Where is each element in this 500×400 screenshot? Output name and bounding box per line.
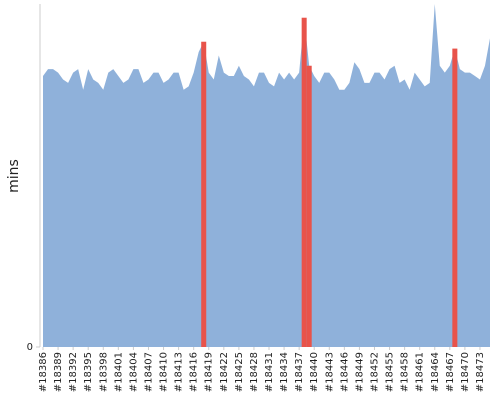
x-tick-label: #18398 <box>98 352 109 392</box>
x-tick-label: #18443 <box>324 352 335 392</box>
x-tick-label: #18452 <box>369 352 380 392</box>
x-tick-label: #18401 <box>113 352 124 392</box>
x-tick-label: #18404 <box>128 352 139 392</box>
x-tick-label: #18434 <box>279 352 290 392</box>
highlight-bar <box>306 65 312 348</box>
x-tick-label: #18428 <box>249 352 260 392</box>
x-tick-label: #18446 <box>339 352 350 392</box>
x-tick-label: #18419 <box>204 352 215 392</box>
x-tick-label: #18407 <box>143 352 154 392</box>
y-axis-label: mins <box>6 159 22 193</box>
x-tick-label: #18473 <box>475 352 486 392</box>
highlight-bar <box>452 48 458 348</box>
x-tick-label: #18470 <box>460 352 471 392</box>
x-tick-label: #18467 <box>445 352 456 392</box>
x-tick-label: #18461 <box>415 352 426 392</box>
x-tick-label: #18455 <box>385 352 396 392</box>
x-tick-label: #18449 <box>354 352 365 392</box>
x-tick-label: #18392 <box>68 352 79 392</box>
x-tick-label: #18425 <box>234 352 245 392</box>
highlight-bar <box>301 17 307 347</box>
x-tick-label: #18431 <box>264 352 275 392</box>
x-tick-label: #18458 <box>400 352 411 392</box>
x-tick-label: #18389 <box>53 352 64 392</box>
x-tick-label: #18386 <box>38 352 49 392</box>
y-tick-label: 0 <box>27 342 33 353</box>
x-tick-label: #18437 <box>294 352 305 392</box>
x-tick-label: #18464 <box>430 352 441 392</box>
area <box>43 4 490 347</box>
highlight-bar <box>201 41 207 347</box>
x-tick-label: #18440 <box>309 352 320 392</box>
x-tick-label: #18413 <box>174 352 185 392</box>
x-tick-label: #18416 <box>189 352 200 392</box>
x-tick-label: #18422 <box>219 352 230 392</box>
x-tick-label: #18410 <box>159 352 170 392</box>
x-tick-label: #18395 <box>83 352 94 392</box>
